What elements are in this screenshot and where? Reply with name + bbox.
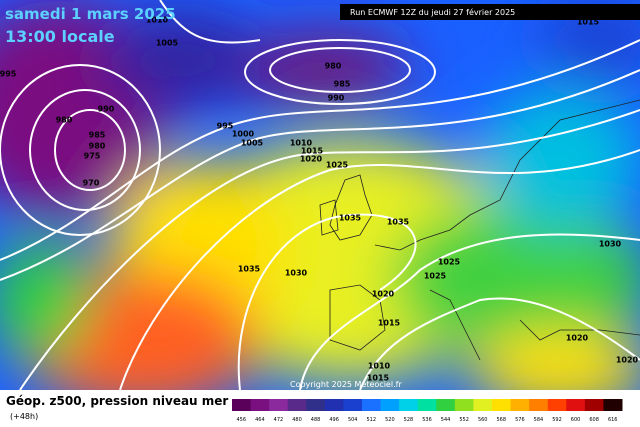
date: samedi 1 mars 2025 (5, 5, 176, 23)
run-banner (340, 4, 640, 20)
scale-label: 456 (237, 417, 247, 423)
scale-swatch (399, 399, 419, 411)
scale-swatch (343, 399, 363, 411)
isobar-label: 980 (325, 62, 342, 71)
isobar-label: 1025 (424, 272, 447, 281)
scale-label: 616 (608, 417, 618, 423)
isobar-label: 1035 (238, 265, 261, 274)
isobar-label: 975 (84, 152, 101, 161)
scale-label: 584 (534, 417, 544, 423)
scale-swatch (324, 399, 344, 411)
scale-swatch (584, 399, 604, 411)
scale-swatch (436, 399, 456, 411)
isobar-label: 1035 (387, 218, 410, 227)
scale-swatch (417, 399, 437, 411)
isobar-label: 1025 (438, 258, 461, 267)
isobar-label: 1010 (290, 139, 313, 148)
scale-label: 592 (552, 417, 562, 423)
color-scale: 456 464 472 480 488 496 504 512 520 528 536 544 552 5… (232, 399, 623, 423)
scale-swatch (510, 399, 530, 411)
scale-swatch (547, 399, 567, 411)
coastlines (319, 99, 640, 361)
scale-label: 544 (441, 417, 451, 423)
scale-swatch (287, 399, 307, 411)
isobar-label: 1020 (372, 290, 395, 299)
isobar-label: 1035 (339, 214, 362, 223)
scale-label: 472 (274, 417, 284, 423)
isobar-label: 985 (334, 80, 351, 89)
scale-label: 552 (459, 417, 469, 423)
footer-title: Géop. z500, pression niveau mer (6, 394, 228, 408)
isobar-label: 970 (83, 179, 100, 188)
scale-label: 488 (311, 417, 321, 423)
scale-label: 464 (255, 417, 265, 423)
isobar-label: 1030 (599, 240, 622, 249)
isobar-label: 1030 (285, 269, 308, 278)
scale-label: 512 (367, 417, 377, 423)
time: 13:00 locale (5, 27, 115, 46)
field (0, 0, 640, 410)
scale-swatch (529, 399, 549, 411)
isobar-label: 1015 (577, 18, 600, 27)
copyright: Copyright 2025 Meteociel.fr (290, 380, 402, 389)
isobar-label: 1015 (367, 374, 390, 383)
isobar-label: 1020 (616, 356, 639, 365)
scale-label: 528 (404, 417, 414, 423)
scale-label: 536 (422, 417, 432, 423)
scale-swatch (492, 399, 512, 411)
scale-label: 560 (478, 417, 488, 423)
isobar-label: 980 (89, 142, 106, 151)
scale-label: 600 (571, 417, 581, 423)
scale-swatch (603, 399, 623, 411)
scale-swatch (306, 399, 326, 411)
scale-label: 608 (589, 417, 599, 423)
isobar-label: 980 (56, 116, 73, 125)
scale-swatch (566, 399, 586, 411)
isobar-label: 990 (328, 94, 345, 103)
isobar-label: 1015 (301, 147, 324, 156)
run-label: Run ECMWF 12Z du jeudi 27 février 2025 (350, 7, 515, 17)
isobar-label: 995 (217, 122, 234, 131)
isobar-label: 1015 (378, 319, 401, 328)
isobar-label: 985 (89, 131, 106, 140)
scale-label: 520 (385, 417, 395, 423)
scale-swatch (232, 399, 252, 411)
isobar-label: 1005 (241, 139, 264, 148)
scale-swatch (380, 399, 400, 411)
scale-label: 480 (292, 417, 302, 423)
isobar-label: 1020 (566, 334, 589, 343)
scale-label: 568 (497, 417, 507, 423)
lead-time: (+48h) (10, 412, 38, 421)
isobar-label: 1010 (368, 362, 391, 371)
scale-label: 496 (329, 417, 339, 423)
isobars (0, 0, 640, 391)
isobar-labels: 1010100599598098599099098098598097597099… (0, 16, 639, 383)
isobar-label: 995 (0, 70, 17, 79)
scale-label: 576 (515, 417, 525, 423)
scale-label: 504 (348, 417, 358, 423)
scale-swatch (454, 399, 474, 411)
isobar-label: 1005 (156, 39, 179, 48)
scale-swatch (250, 399, 270, 411)
scale-swatch (362, 399, 382, 411)
isobar-label: 1000 (232, 130, 255, 139)
isobar-label: 1025 (326, 161, 349, 170)
isobar-label: 990 (98, 105, 115, 114)
isobar-label: 1020 (300, 155, 323, 164)
scale-swatch (473, 399, 493, 411)
isobar-label: 1010 (146, 16, 169, 25)
scale-swatch (269, 399, 289, 411)
